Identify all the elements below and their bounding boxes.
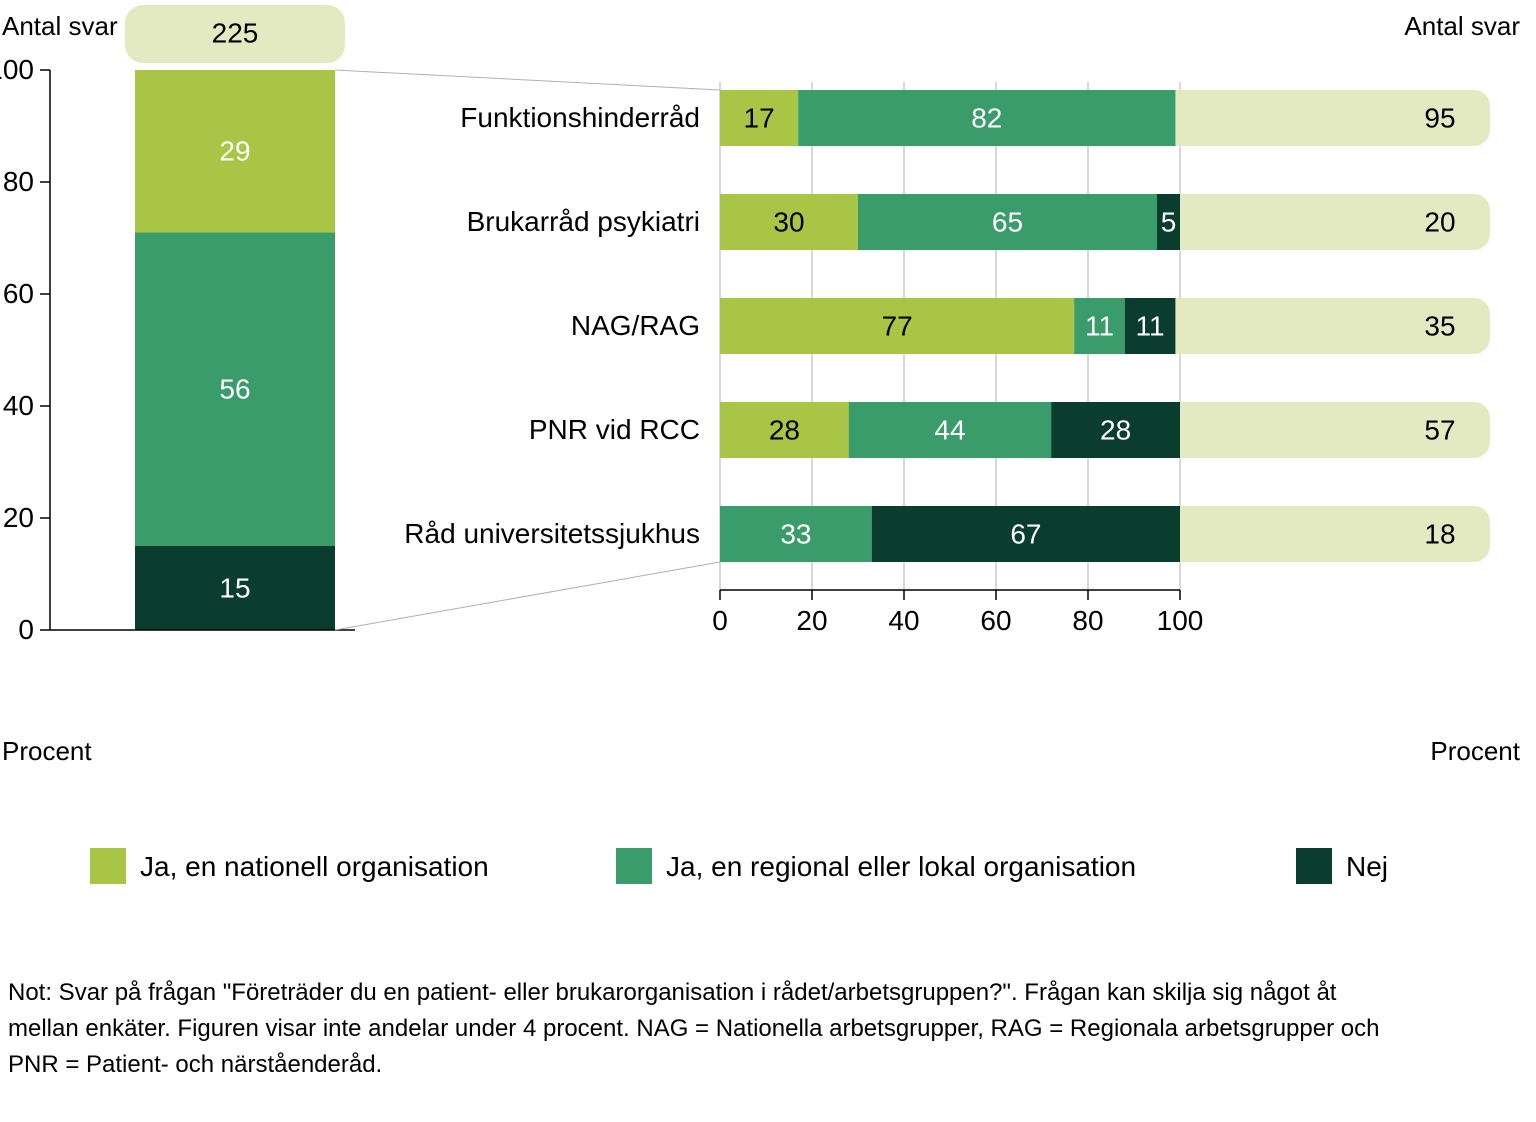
right-axis-label: Procent — [1430, 736, 1520, 766]
left-ytick-label: 40 — [3, 390, 34, 421]
right-count-value: 20 — [1424, 206, 1455, 237]
right-bar-value: 65 — [992, 206, 1023, 237]
left-bar-value: 56 — [219, 374, 250, 405]
right-bar-value: 17 — [744, 102, 775, 133]
left-ytick-label: 60 — [3, 278, 34, 309]
right-xtick-label: 80 — [1072, 605, 1103, 636]
right-bar-value: 77 — [882, 310, 913, 341]
right-count-value: 57 — [1424, 414, 1455, 445]
left-axis-label: Procent — [2, 736, 92, 766]
right-count-value: 35 — [1424, 310, 1455, 341]
right-title: Antal svar — [1404, 11, 1520, 41]
right-xtick-label: 100 — [1157, 605, 1204, 636]
right-xtick-label: 40 — [888, 605, 919, 636]
left-ytick-label: 20 — [3, 502, 34, 533]
legend-label: Ja, en regional eller lokal organisation — [666, 851, 1136, 882]
right-category-label: Brukarråd psykiatri — [467, 206, 700, 237]
right-bar-value: 28 — [769, 414, 800, 445]
right-bar-value: 28 — [1100, 414, 1131, 445]
left-ytick-label: 100 — [0, 54, 34, 85]
right-bar-value: 11 — [1085, 310, 1114, 341]
connector-line-top — [335, 70, 720, 90]
connector-line-bottom — [335, 562, 720, 630]
right-bar-value: 30 — [773, 206, 804, 237]
left-count-value: 225 — [212, 17, 259, 48]
right-category-label: Funktionshinderråd — [460, 102, 700, 133]
right-count-value: 18 — [1424, 518, 1455, 549]
footnote-line: PNR = Patient- och närståenderåd. — [8, 1051, 382, 1078]
right-bar-value: 33 — [780, 518, 811, 549]
left-ytick-label: 80 — [3, 166, 34, 197]
right-xtick-label: 20 — [796, 605, 827, 636]
left-bar-value: 29 — [219, 136, 250, 167]
right-bar-value: 44 — [934, 414, 965, 445]
legend-swatch — [1296, 848, 1332, 884]
right-bar-value: 5 — [1161, 206, 1177, 237]
right-count-value: 95 — [1424, 102, 1455, 133]
left-ytick-label: 0 — [18, 614, 34, 645]
right-category-label: NAG/RAG — [571, 310, 700, 341]
right-xtick-label: 0 — [712, 605, 728, 636]
legend-swatch — [90, 848, 126, 884]
left-title: Antal svar — [2, 11, 118, 41]
right-bar-value: 11 — [1136, 310, 1165, 341]
right-category-label: Råd universitetssjukhus — [404, 518, 700, 549]
legend-label: Ja, en nationell organisation — [140, 851, 489, 882]
legend-label: Nej — [1346, 851, 1388, 882]
left-bar-value: 15 — [219, 572, 250, 603]
right-bar-value: 82 — [971, 102, 1002, 133]
chart-figure: 225 Antal svar 0 20 40 60 80 100 15 56 29 Procent An… — [0, 0, 1536, 1122]
footnote-line: mellan enkäter. Figuren visar inte andel… — [8, 1015, 1379, 1042]
right-bar-value: 67 — [1010, 518, 1041, 549]
footnote-line: Not: Svar på frågan "Företräder du en pa… — [8, 979, 1337, 1006]
right-xtick-label: 60 — [980, 605, 1011, 636]
right-category-label: PNR vid RCC — [529, 414, 700, 445]
legend-swatch — [616, 848, 652, 884]
